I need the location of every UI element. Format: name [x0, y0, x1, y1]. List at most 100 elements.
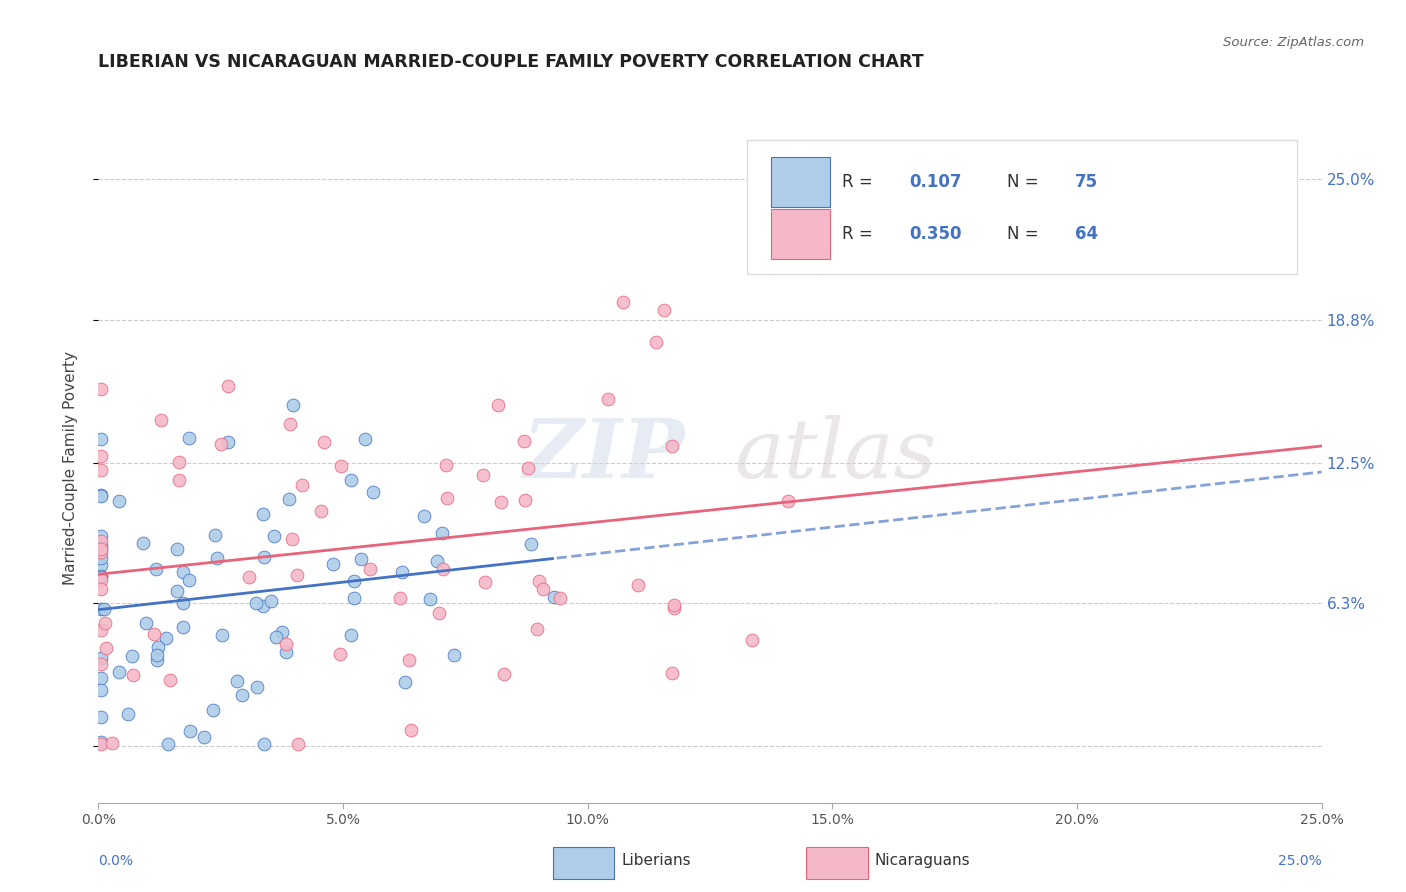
Point	[217, 378, 239, 392]
Text: 64: 64	[1074, 225, 1098, 243]
Point	[93, 616, 115, 631]
Point	[108, 665, 131, 680]
Point	[340, 628, 363, 642]
Point	[121, 667, 143, 681]
Point	[169, 455, 191, 469]
Point	[179, 723, 201, 738]
Text: R =: R =	[842, 225, 879, 243]
Point	[90, 538, 112, 552]
Point	[434, 458, 457, 472]
Point	[260, 594, 283, 608]
Point	[90, 682, 112, 697]
Point	[90, 489, 112, 503]
FancyBboxPatch shape	[806, 847, 868, 879]
Text: 0.0%: 0.0%	[98, 854, 134, 868]
Point	[281, 398, 304, 412]
Point	[90, 545, 112, 559]
Point	[513, 492, 536, 507]
Point	[662, 601, 685, 615]
Text: 0.107: 0.107	[910, 173, 962, 191]
Point	[90, 542, 112, 557]
Point	[252, 737, 274, 751]
Point	[90, 541, 112, 555]
Point	[172, 620, 194, 634]
Point	[322, 558, 344, 572]
Point	[90, 651, 112, 665]
Point	[309, 504, 332, 518]
Point	[645, 334, 668, 349]
Point	[436, 491, 458, 505]
Point	[90, 570, 112, 584]
Point	[193, 730, 215, 744]
Point	[432, 561, 454, 575]
Point	[413, 509, 436, 524]
Point	[146, 653, 169, 667]
Point	[90, 529, 112, 543]
Point	[427, 606, 450, 620]
Point	[661, 439, 683, 453]
Point	[150, 412, 173, 426]
Point	[281, 533, 304, 547]
Point	[90, 558, 112, 573]
Point	[90, 623, 112, 637]
Point	[217, 434, 239, 449]
Point	[343, 591, 366, 605]
FancyBboxPatch shape	[772, 157, 830, 208]
Point	[329, 648, 352, 662]
Point	[394, 675, 416, 690]
Point	[90, 574, 112, 588]
Point	[391, 565, 413, 579]
Text: N =: N =	[1007, 173, 1045, 191]
Point	[548, 591, 571, 605]
Text: N =: N =	[1007, 225, 1045, 243]
Point	[252, 507, 274, 521]
Point	[231, 688, 253, 702]
Point	[167, 473, 190, 487]
Point	[270, 624, 292, 639]
Point	[207, 550, 229, 565]
Point	[278, 417, 301, 432]
Point	[252, 549, 274, 564]
Point	[287, 737, 309, 751]
Point	[543, 590, 565, 604]
Point	[96, 641, 118, 656]
Point	[277, 491, 299, 506]
Point	[513, 434, 536, 449]
Text: 0.350: 0.350	[910, 225, 962, 243]
Point	[90, 601, 112, 615]
Point	[252, 599, 274, 614]
Point	[238, 570, 260, 584]
Point	[361, 485, 384, 500]
Point	[90, 672, 112, 686]
Point	[135, 616, 157, 631]
Point	[90, 382, 112, 396]
Point	[472, 467, 495, 482]
Point	[179, 574, 201, 588]
Point	[204, 527, 226, 541]
Point	[492, 666, 515, 681]
Point	[245, 597, 267, 611]
Point	[401, 723, 423, 738]
Text: Source: ZipAtlas.com: Source: ZipAtlas.com	[1223, 36, 1364, 49]
Point	[159, 673, 181, 688]
Point	[359, 562, 381, 576]
Point	[531, 582, 554, 596]
FancyBboxPatch shape	[747, 141, 1298, 275]
Point	[201, 703, 224, 717]
Point	[349, 552, 371, 566]
Y-axis label: Married-Couple Family Poverty: Married-Couple Family Poverty	[63, 351, 77, 585]
FancyBboxPatch shape	[553, 847, 614, 879]
Point	[432, 526, 454, 541]
Point	[274, 645, 297, 659]
Point	[598, 392, 620, 407]
Point	[90, 657, 112, 672]
Text: 25.0%: 25.0%	[1278, 854, 1322, 868]
Point	[519, 537, 541, 551]
Point	[179, 432, 201, 446]
Point	[664, 598, 686, 612]
Point	[108, 493, 131, 508]
Point	[90, 534, 112, 549]
Point	[209, 437, 232, 451]
Text: ZIP: ZIP	[523, 415, 686, 495]
Point	[314, 435, 336, 450]
